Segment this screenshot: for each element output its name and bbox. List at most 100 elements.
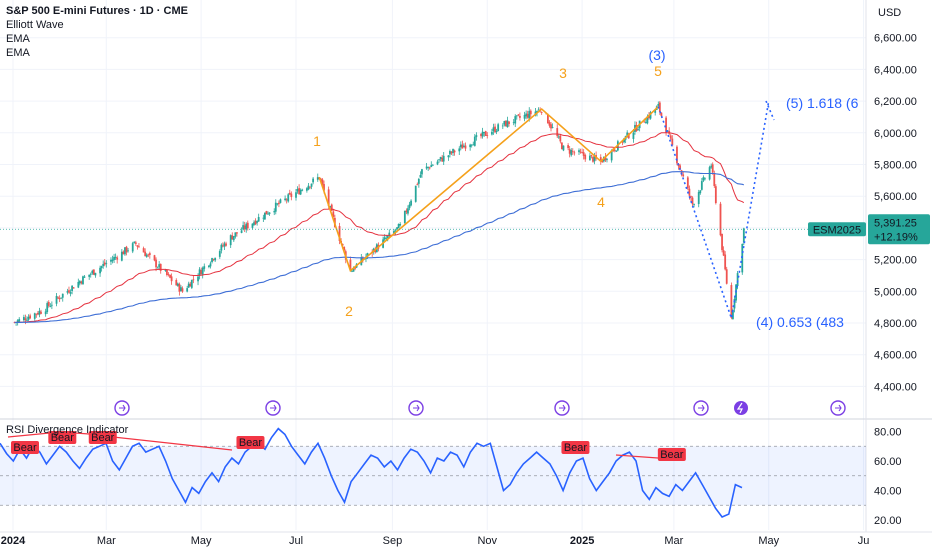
candle-body [449,150,451,155]
wave-label-3: 3 [559,65,567,81]
rsi-tick: 40.00 [874,486,902,498]
candle-body [91,270,94,274]
wave-label-4: 4 [597,194,605,210]
candle-body [704,178,706,180]
candle-body [349,259,352,271]
candle-body [57,297,59,299]
indicator-elliott-wave[interactable]: Elliott Wave [6,19,64,31]
candle-body [80,281,83,284]
rsi-indicator-title[interactable]: RSI Divergence Indicator [6,424,129,436]
indicator-ema-fast[interactable]: EMA [6,33,30,45]
candle-body [735,284,737,301]
candle-body [654,109,657,113]
candle-body [501,125,504,127]
candle-body [246,222,249,229]
candle-body [321,179,324,185]
candle-body [713,173,716,186]
price-tick: 6,600.00 [874,33,917,45]
candle-body [310,183,313,187]
bear-marker [48,431,77,444]
candle-body [680,170,683,175]
candle-body [220,244,223,251]
candlestick-series [13,101,745,326]
candle-body [92,269,95,275]
candle-body [503,121,506,125]
candle-body [658,102,661,113]
elliott-wave-overlay: 1 2 3 4 5(3) [313,47,665,319]
candle-body [40,311,42,314]
bear-marker-label: Bear [91,432,115,444]
ema-fast-line [14,132,745,323]
candle-body [570,149,573,156]
candle-body [386,235,389,239]
candle-body [113,256,115,260]
candle-body [61,293,64,298]
candle-body [277,202,280,205]
bear-marker-label: Bear [51,432,75,444]
event-arrow-icon [698,404,705,412]
last-price-tag [868,214,930,245]
candle-body [690,196,692,198]
price-tick: 4,400.00 [874,381,917,393]
candle-body [166,269,168,276]
price-tick: 6,000.00 [874,128,917,140]
candle-body [601,160,604,163]
candle-body [265,210,268,215]
symbol-tag [808,222,866,237]
candle-body [268,212,271,214]
candle-body [234,232,237,237]
bear-marker-label: Bear [13,442,37,454]
candle-body [700,181,703,190]
candle-body [55,295,58,304]
candle-body [298,188,301,195]
candle-body [405,210,408,213]
candle-body [203,266,206,269]
candle-body [127,250,129,252]
candle-body [559,135,562,142]
candle-body [189,283,192,287]
last-price-change: +12.19% [874,231,918,243]
price-tick: 5,600.00 [874,191,917,203]
candle-body [722,250,725,256]
indicator-ema-slow[interactable]: EMA [6,47,30,59]
candle-body [742,228,745,243]
candle-body [571,150,574,152]
candle-body [425,166,428,169]
candle-body [573,152,576,154]
candle-body [332,211,335,217]
candle-body [494,126,496,133]
candle-body [290,193,293,198]
candle-body [621,141,624,143]
candle-body [697,192,700,205]
candle-body [351,270,353,272]
candle-body [44,311,47,315]
candle-body [200,270,203,275]
candle-body [114,257,117,258]
symbol-title[interactable]: S&P 500 E-mini Futures · 1D · CME [6,5,188,17]
candle-body [441,157,444,162]
candle-body [480,134,482,137]
candle-body [452,149,454,153]
candle-body [116,257,119,260]
candle-body [383,237,386,240]
candle-body [649,112,652,119]
candle-body [626,132,629,138]
candle-body [110,259,112,262]
candle-body [22,316,25,321]
candle-body [245,223,248,230]
candle-body [232,236,235,241]
candle-body [562,145,565,151]
candle-body [341,243,344,246]
candle-body [730,285,733,318]
candle-body [497,124,500,132]
candle-body [610,150,613,161]
candle-body [105,263,108,265]
candle-body [463,145,465,148]
wave-label-2: 2 [345,303,353,319]
symbol-tag-text: ESM2025 [813,224,861,236]
candle-body [120,251,123,261]
candle-body [721,234,723,251]
candle-body [82,276,84,285]
candle-body [209,263,212,267]
